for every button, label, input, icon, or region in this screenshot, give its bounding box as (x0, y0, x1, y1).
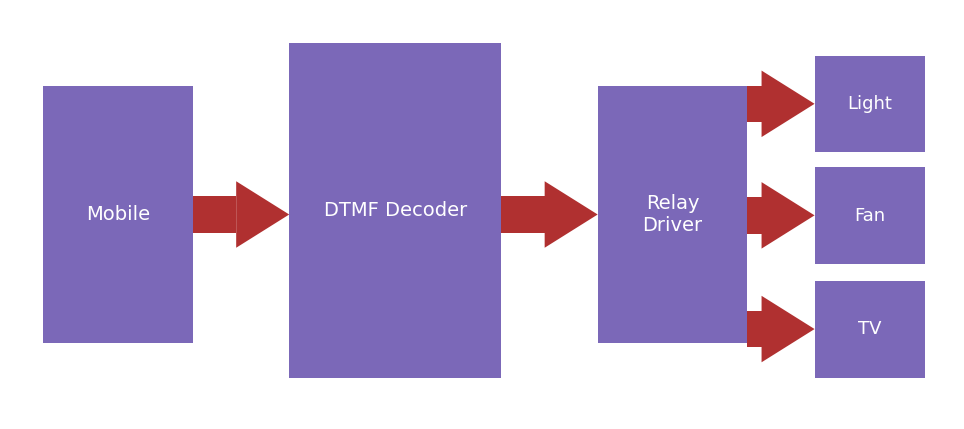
Bar (747, 86, 762, 122)
FancyBboxPatch shape (815, 167, 925, 264)
FancyBboxPatch shape (598, 86, 747, 343)
Text: DTMF Decoder: DTMF Decoder (324, 201, 467, 220)
Text: Fan: Fan (854, 207, 886, 224)
FancyBboxPatch shape (815, 56, 925, 152)
Polygon shape (762, 296, 815, 362)
Polygon shape (545, 181, 598, 248)
Text: Light: Light (847, 95, 893, 113)
Text: Mobile: Mobile (86, 205, 150, 224)
Polygon shape (762, 182, 815, 249)
Bar (193, 196, 236, 233)
Text: Relay
Driver: Relay Driver (642, 194, 703, 235)
FancyBboxPatch shape (815, 281, 925, 378)
Bar (747, 197, 762, 233)
FancyBboxPatch shape (289, 43, 501, 378)
Bar (501, 196, 545, 233)
Text: TV: TV (858, 320, 882, 338)
FancyBboxPatch shape (43, 86, 193, 343)
Bar (747, 311, 762, 347)
Polygon shape (762, 70, 815, 137)
Polygon shape (236, 181, 289, 248)
